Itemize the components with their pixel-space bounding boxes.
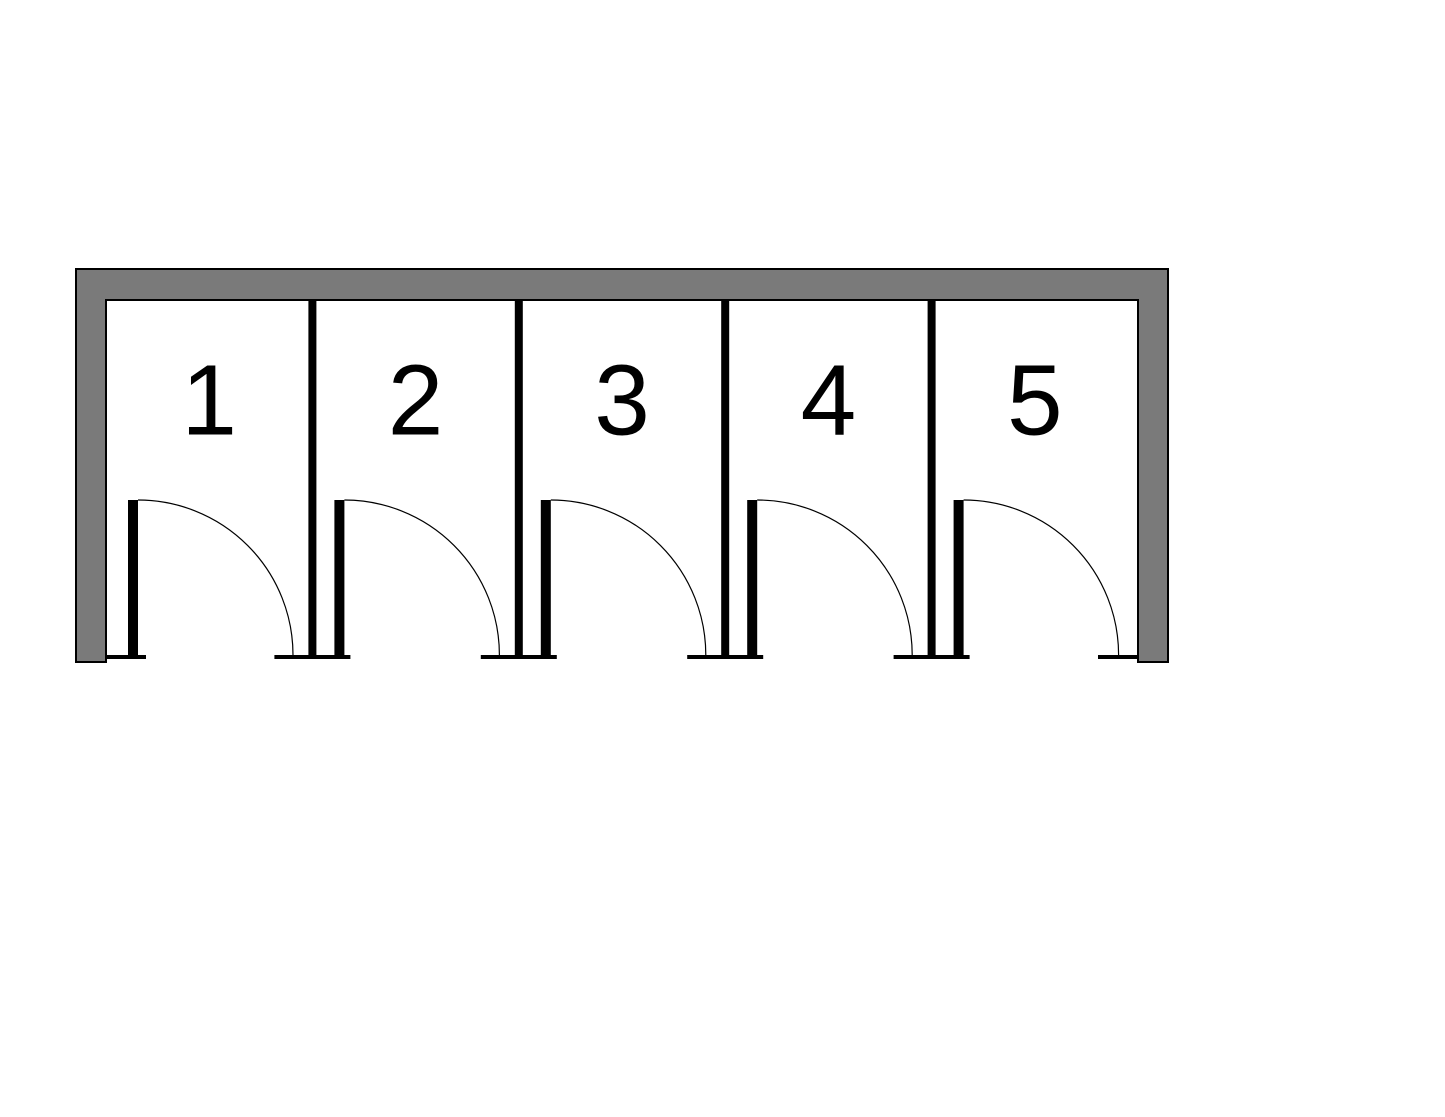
sill-left xyxy=(310,655,350,659)
partition-1 xyxy=(308,300,316,655)
sill-right xyxy=(687,655,727,659)
sill-right xyxy=(481,655,521,659)
door-hinge-post xyxy=(954,500,964,655)
stall-label: 2 xyxy=(388,344,444,456)
door-swing-arc xyxy=(551,500,706,655)
door-swing-arc xyxy=(344,500,499,655)
stall-4: 4 xyxy=(723,344,933,659)
stall-label: 3 xyxy=(594,344,650,456)
door-swing-arc xyxy=(757,500,912,655)
door-hinge-post xyxy=(128,500,138,655)
sill-right xyxy=(894,655,934,659)
door-swing-arc xyxy=(138,500,293,655)
sill-left xyxy=(106,655,146,659)
door-hinge-post xyxy=(747,500,757,655)
partition-2 xyxy=(515,300,523,655)
stall-5: 5 xyxy=(930,344,1138,659)
door-hinge-post xyxy=(334,500,344,655)
stall-floorplan-diagram: 1 2 3 4 5 xyxy=(0,0,1445,1117)
sill-left xyxy=(723,655,763,659)
sill-right xyxy=(274,655,314,659)
stall-2: 2 xyxy=(310,344,520,659)
outer-wall xyxy=(76,269,1168,662)
stall-label: 1 xyxy=(181,344,237,456)
stall-label: 5 xyxy=(1007,344,1063,456)
sill-right xyxy=(1098,655,1138,659)
stall-3: 3 xyxy=(517,344,727,659)
sill-left xyxy=(517,655,557,659)
stall-1: 1 xyxy=(106,344,314,659)
sill-left xyxy=(930,655,970,659)
door-hinge-post xyxy=(541,500,551,655)
partition-3 xyxy=(721,300,729,655)
partition-4 xyxy=(928,300,936,655)
stall-label: 4 xyxy=(801,344,857,456)
door-swing-arc xyxy=(964,500,1119,655)
